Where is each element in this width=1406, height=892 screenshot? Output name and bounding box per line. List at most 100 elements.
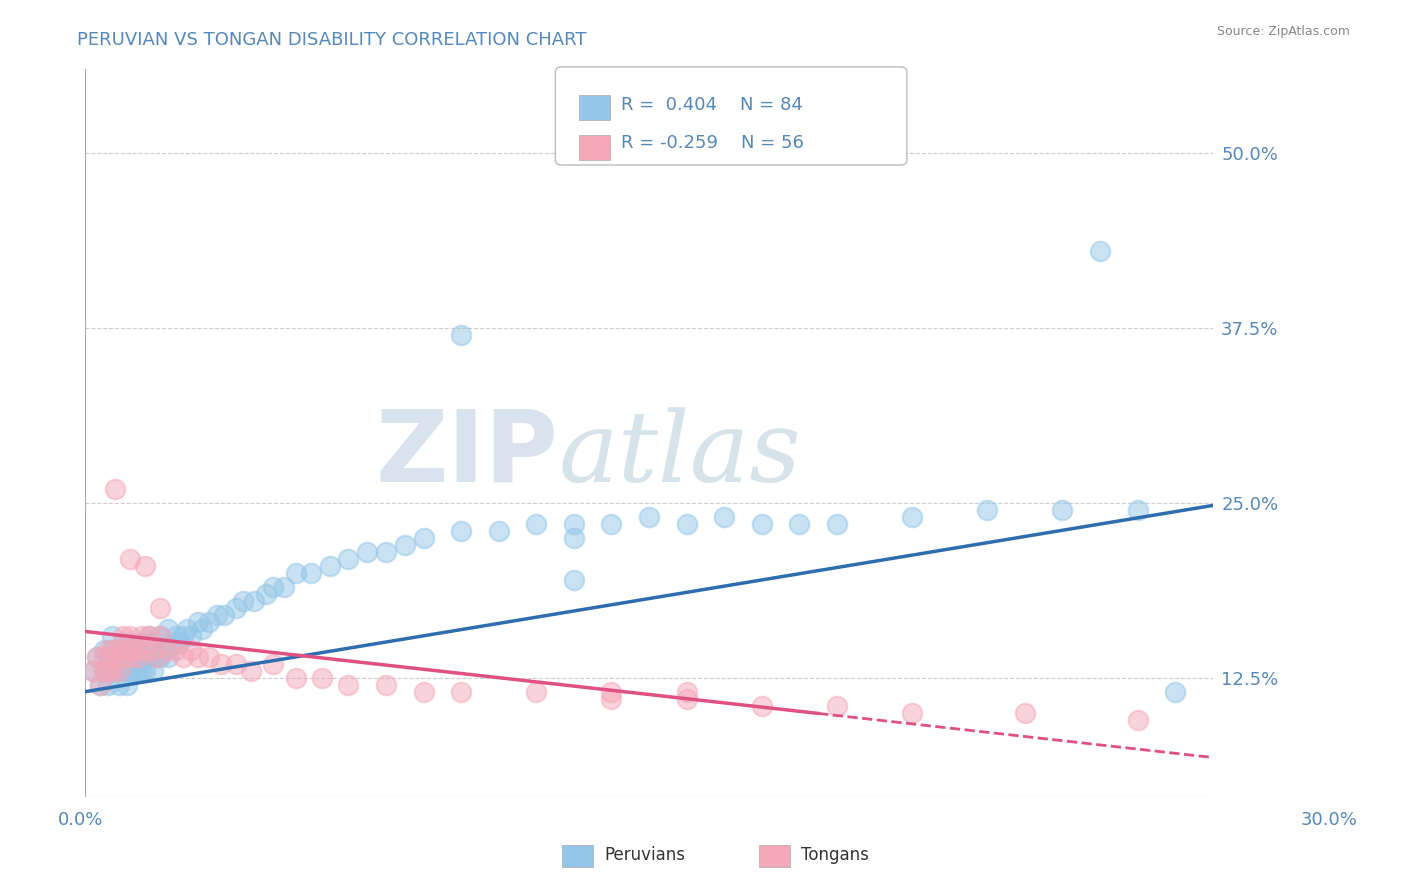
Point xyxy=(111,649,134,664)
Point xyxy=(187,649,209,664)
Text: 30.0%: 30.0% xyxy=(1301,811,1357,829)
Point xyxy=(198,649,221,664)
Point xyxy=(254,587,277,601)
Point xyxy=(104,649,127,664)
Point xyxy=(131,642,153,657)
Point xyxy=(713,509,735,524)
Point xyxy=(311,671,333,685)
Point xyxy=(127,664,149,678)
Point xyxy=(751,698,773,713)
Point xyxy=(93,664,115,678)
Point xyxy=(205,607,228,622)
Text: PERUVIAN VS TONGAN DISABILITY CORRELATION CHART: PERUVIAN VS TONGAN DISABILITY CORRELATIO… xyxy=(77,31,586,49)
Point xyxy=(82,664,104,678)
Point xyxy=(318,558,340,573)
Point xyxy=(97,642,120,657)
Point xyxy=(239,664,262,678)
Text: R =  0.404    N = 84: R = 0.404 N = 84 xyxy=(621,96,803,114)
Point xyxy=(901,509,924,524)
Point xyxy=(789,516,811,531)
Point xyxy=(450,524,472,538)
Point xyxy=(104,664,127,678)
Point xyxy=(111,635,134,649)
Point xyxy=(675,516,697,531)
Point xyxy=(142,635,165,649)
Point xyxy=(111,664,134,678)
Point xyxy=(172,629,194,643)
Point xyxy=(299,566,322,580)
Point xyxy=(93,649,115,664)
Point xyxy=(262,580,284,594)
Point xyxy=(600,684,623,698)
Point xyxy=(100,642,122,657)
Point xyxy=(115,678,138,692)
Point xyxy=(176,622,198,636)
Point xyxy=(145,649,167,664)
Point xyxy=(115,649,138,664)
Point xyxy=(122,664,145,678)
Text: 0.0%: 0.0% xyxy=(58,811,103,829)
Point xyxy=(134,635,156,649)
Point xyxy=(273,580,295,594)
Point xyxy=(156,622,179,636)
Point xyxy=(115,642,138,657)
Point xyxy=(100,629,122,643)
Point xyxy=(675,691,697,706)
Text: R = -0.259    N = 56: R = -0.259 N = 56 xyxy=(621,134,804,152)
Point xyxy=(160,635,183,649)
Point xyxy=(976,502,998,516)
Point xyxy=(638,509,661,524)
Point xyxy=(394,538,416,552)
Point xyxy=(225,657,247,671)
Point xyxy=(86,649,108,664)
Point xyxy=(97,649,120,664)
Point xyxy=(86,649,108,664)
Point xyxy=(111,649,134,664)
Point xyxy=(120,649,142,664)
Point xyxy=(180,629,202,643)
Point xyxy=(122,642,145,657)
Point xyxy=(1014,706,1036,720)
Point xyxy=(562,516,585,531)
Point xyxy=(1126,713,1149,727)
Point xyxy=(562,531,585,545)
Point xyxy=(191,622,214,636)
Point xyxy=(104,482,127,496)
Point xyxy=(172,649,194,664)
Point xyxy=(165,642,187,657)
Point xyxy=(127,649,149,664)
Point xyxy=(209,657,232,671)
Point xyxy=(104,642,127,657)
Point xyxy=(1052,502,1074,516)
Point xyxy=(337,678,360,692)
Point xyxy=(149,649,172,664)
Point xyxy=(100,649,122,664)
Point xyxy=(89,678,111,692)
Point xyxy=(120,664,142,678)
Point xyxy=(600,516,623,531)
Point xyxy=(108,678,131,692)
Point xyxy=(149,600,172,615)
Point xyxy=(138,649,160,664)
Text: ZIP: ZIP xyxy=(375,406,558,503)
Point xyxy=(93,642,115,657)
Point xyxy=(100,664,122,678)
Point xyxy=(131,664,153,678)
Point xyxy=(97,664,120,678)
Point xyxy=(120,635,142,649)
Point xyxy=(901,706,924,720)
Point xyxy=(149,629,172,643)
Point xyxy=(337,551,360,566)
Point xyxy=(1126,502,1149,516)
Point xyxy=(104,649,127,664)
Point xyxy=(562,573,585,587)
Text: Tongans: Tongans xyxy=(801,847,869,864)
Point xyxy=(145,649,167,664)
Point xyxy=(524,684,547,698)
Point xyxy=(751,516,773,531)
Point xyxy=(131,629,153,643)
Point xyxy=(108,642,131,657)
Point xyxy=(138,629,160,643)
Point xyxy=(1164,684,1187,698)
Point xyxy=(412,531,434,545)
